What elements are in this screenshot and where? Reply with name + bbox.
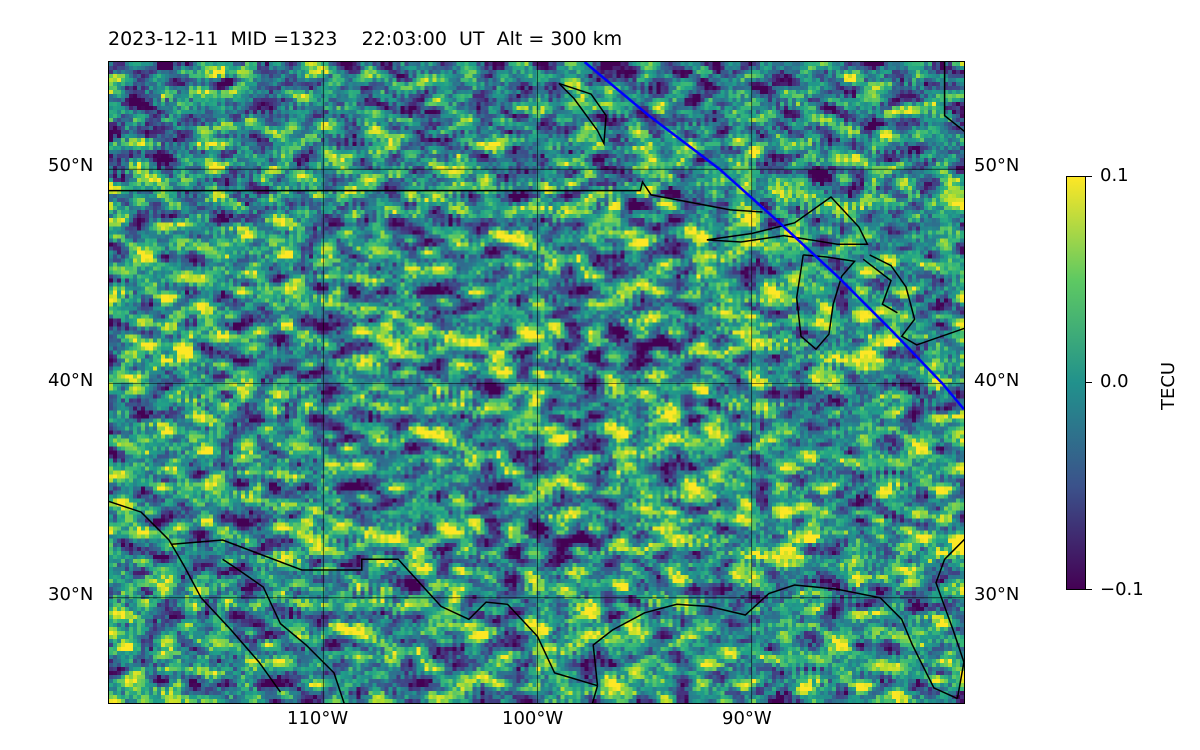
coastline-segment: [706, 196, 869, 245]
tec-heatmap: [109, 62, 964, 703]
lon-label-90: 90°W: [722, 708, 772, 729]
colorbar-tick-mid: [1086, 382, 1092, 383]
colorbar-tick-bottom: [1086, 589, 1092, 590]
coastline-segment: [109, 180, 763, 213]
lat-label-30-right: 30°N: [974, 584, 1020, 605]
coastline-segment: [558, 82, 607, 147]
coastline-segment: [869, 254, 964, 346]
lat-label-40-right: 40°N: [974, 370, 1020, 391]
coastline-segment: [943, 62, 964, 133]
colorbar-tick-top: [1086, 176, 1092, 177]
lat-label-50-right: 50°N: [974, 155, 1020, 176]
tec-map-panel: [108, 61, 965, 704]
graticule: [109, 62, 964, 703]
coastline-segment: [591, 685, 599, 703]
lon-label-110: 110°W: [287, 708, 349, 729]
colorbar: [1066, 176, 1086, 590]
map-title: 2023-12-11 MID =1323 22:03:00 UT Alt = 3…: [108, 28, 623, 50]
coastline-segment: [109, 500, 282, 693]
coastline-segment: [171, 539, 598, 687]
map-overlay: [109, 62, 964, 703]
satellite-track: [583, 62, 964, 411]
lat-label-50-left: 50°N: [48, 155, 94, 176]
lon-label-100: 100°W: [502, 708, 564, 729]
colorbar-label-zero: 0.0: [1100, 371, 1129, 392]
colorbar-title: TECU: [1158, 361, 1179, 410]
coastline-segment: [795, 254, 857, 351]
coastline-segment: [935, 538, 964, 699]
coastline-segment: [862, 258, 898, 314]
coastlines: [109, 62, 964, 703]
colorbar-label-max: 0.1: [1100, 165, 1129, 186]
colorbar-label-min: −0.1: [1100, 579, 1144, 600]
lat-label-40-left: 40°N: [48, 370, 94, 391]
coastline-segment: [222, 558, 345, 703]
lat-label-30-left: 30°N: [48, 584, 94, 605]
coastline-segment: [592, 584, 958, 700]
